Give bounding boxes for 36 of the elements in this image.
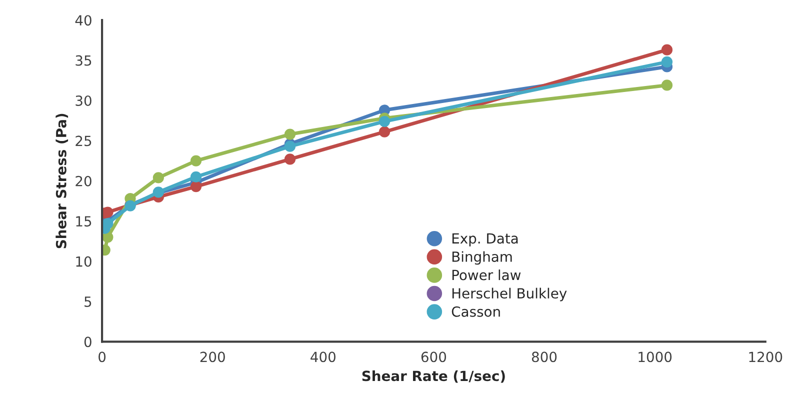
x-tick-label: 1000	[638, 352, 672, 362]
point	[152, 172, 164, 184]
y-tick-label: 0	[84, 336, 92, 348]
x-tick-label: 1200	[749, 352, 782, 362]
y-tick-label: 35	[76, 55, 92, 66]
point	[102, 218, 114, 230]
point	[661, 44, 673, 56]
point	[284, 128, 296, 140]
point	[190, 171, 202, 182]
x-tick-label: 200	[200, 352, 225, 362]
y-tick-label: 40	[75, 15, 92, 26]
point	[284, 140, 296, 152]
y-tick-label: 10	[76, 256, 92, 267]
legend-label: Casson	[452, 306, 500, 317]
point	[190, 155, 202, 166]
point	[661, 56, 673, 68]
y-tick-label: 5	[84, 296, 92, 307]
x-tick-label: 0	[98, 352, 106, 362]
point	[284, 154, 296, 165]
legend-label: Power law	[452, 270, 521, 280]
legend-label: Herschel Bulkley	[452, 288, 567, 302]
y-tick-label: 30	[76, 95, 92, 106]
x-tick-label: 800	[532, 352, 557, 362]
point	[378, 126, 390, 138]
point	[190, 180, 202, 192]
y-axis-title: Shear Stress (Pa)	[56, 114, 68, 248]
y-tick-label: 25	[76, 136, 92, 146]
x-tick-label: 400	[310, 352, 336, 362]
y-tick-label: 15	[76, 216, 92, 227]
x-tick-label: 600	[421, 352, 446, 362]
x-axis-title: Shear Rate (1/sec)	[362, 370, 505, 383]
point	[378, 116, 390, 127]
legend-label: Bingham	[452, 251, 512, 265]
point	[661, 80, 673, 91]
legend-label: Exp. Data	[452, 233, 518, 246]
y-tick-label: 20	[76, 176, 92, 186]
